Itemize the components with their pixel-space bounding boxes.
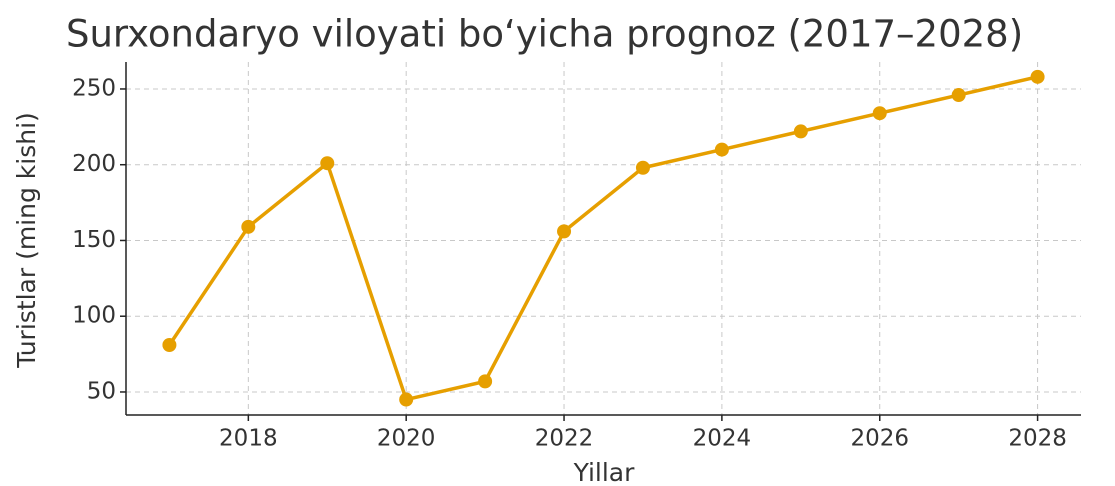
data-line: [167, 75, 1038, 402]
x-tick-label: 2028: [1008, 426, 1067, 452]
data-point: [320, 156, 335, 171]
data-point: [793, 124, 808, 139]
y-tick-label: 100: [72, 303, 116, 329]
y-tick-label: 250: [72, 75, 116, 101]
data-point: [399, 392, 414, 407]
y-tick-label: 150: [72, 227, 116, 253]
x-tick-label: 2018: [219, 426, 278, 452]
data-point: [241, 219, 256, 234]
y-axis-label: Turistlar (ming kishi): [12, 112, 41, 369]
data-point: [162, 338, 177, 353]
x-tick-label: 2024: [693, 426, 752, 452]
data-point: [951, 88, 966, 103]
chart-title: Surxondaryo viloyati bo‘yicha prognoz (2…: [66, 13, 1023, 56]
x-tick-label: 2026: [850, 426, 909, 452]
x-tick-label: 2022: [535, 426, 594, 452]
y-tick-label: 50: [87, 378, 116, 404]
data-point: [557, 224, 572, 239]
x-axis-label: Yillar: [573, 458, 636, 486]
data-point: [1030, 69, 1045, 84]
data-point: [872, 106, 887, 121]
x-tick-label: 2020: [377, 426, 436, 452]
y-tick-label: 200: [72, 151, 116, 177]
data-point: [478, 374, 493, 389]
data-point: [714, 142, 729, 157]
data-point: [635, 160, 650, 175]
